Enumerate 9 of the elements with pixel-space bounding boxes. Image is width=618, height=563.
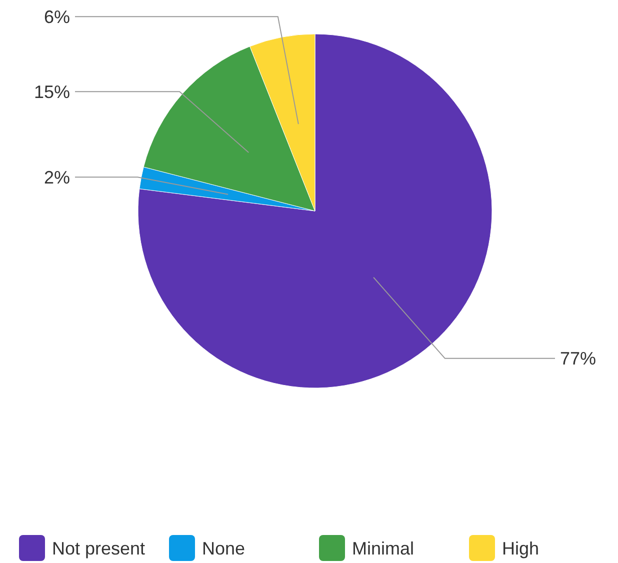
legend-label: None [202,538,246,558]
data-label: 77% [560,348,596,369]
legend-label: Not present [52,538,146,558]
data-label: 2% [44,167,70,188]
pie-slice [138,34,492,388]
data-label: 15% [34,82,70,102]
legend-label: Minimal [352,538,414,558]
data-label: 6% [44,6,70,27]
legend-label: High [502,538,540,558]
